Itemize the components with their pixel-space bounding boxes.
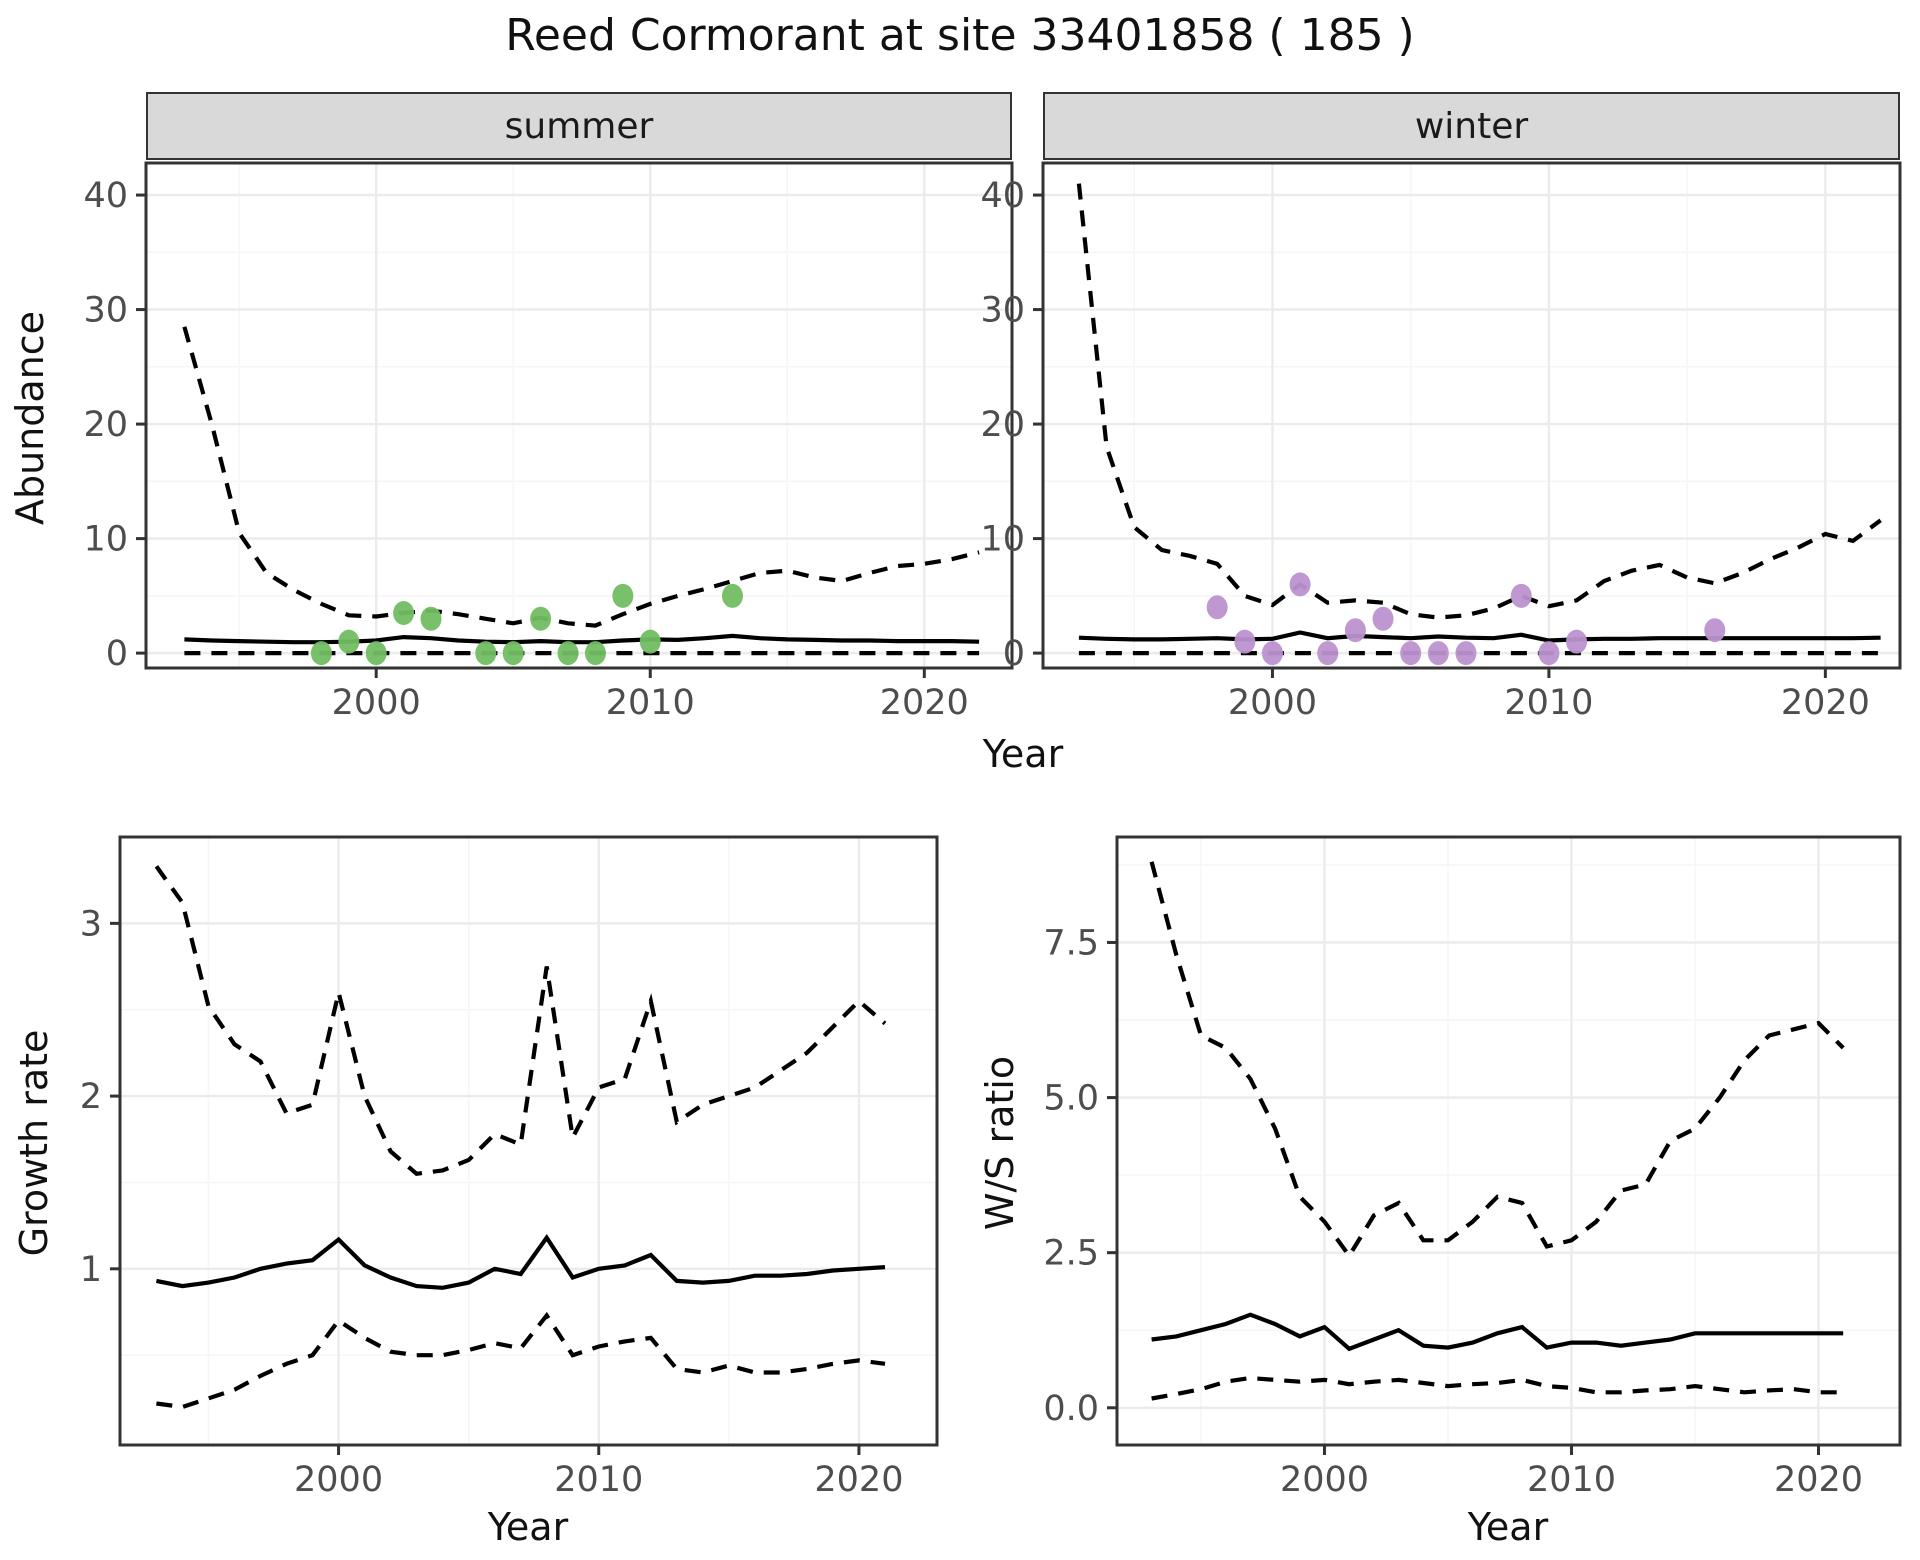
ws-ratio-axis-title: W/S ratio [978, 1055, 1022, 1231]
year-axis-title-bottom-left: Year [487, 1505, 569, 1549]
facet-strip-winter-label: winter [1414, 105, 1529, 147]
year-axis-title-top: Year [982, 732, 1064, 776]
svg-text:1: 1 [80, 1250, 102, 1290]
svg-text:10: 10 [83, 520, 128, 560]
svg-text:40: 40 [83, 176, 128, 216]
svg-text:7.5: 7.5 [1043, 923, 1099, 963]
abundance-winter-panel: 2000 2010 2020 0 10 20 30 40 [980, 161, 1902, 723]
svg-text:2000: 2000 [294, 1460, 383, 1500]
svg-text:0: 0 [106, 634, 128, 674]
svg-text:2010: 2010 [1504, 683, 1593, 723]
svg-text:2020: 2020 [1774, 1460, 1863, 1500]
facet-strip-summer: summer [146, 92, 1012, 160]
svg-text:40: 40 [980, 176, 1025, 216]
svg-text:2000: 2000 [1228, 683, 1317, 723]
svg-text:3: 3 [80, 904, 102, 944]
svg-text:2.5: 2.5 [1043, 1234, 1099, 1274]
svg-text:0.0: 0.0 [1043, 1389, 1099, 1429]
svg-text:2020: 2020 [1781, 683, 1870, 723]
growth-rate-axis-title: Growth rate [12, 1029, 56, 1257]
svg-text:0: 0 [1003, 634, 1025, 674]
page-title: Reed Cormorant at site 33401858 ( 185 ) [505, 10, 1415, 61]
svg-text:2000: 2000 [1280, 1460, 1369, 1500]
year-axis-title-bottom-right: Year [1467, 1505, 1549, 1549]
abundance-summer-panel: 2000 2010 2020 0 10 20 30 40 [83, 161, 1014, 723]
svg-text:2020: 2020 [880, 683, 969, 723]
ws-ratio-panel: 2000 2010 2020 0.0 2.5 5.0 7.5 [1043, 835, 1902, 1500]
svg-text:2010: 2010 [1527, 1460, 1616, 1500]
svg-text:5.0: 5.0 [1043, 1079, 1099, 1119]
growth-rate-panel: 2000 2010 2020 1 2 3 [80, 835, 939, 1500]
svg-text:30: 30 [980, 291, 1025, 331]
svg-text:20: 20 [980, 405, 1025, 445]
svg-text:20: 20 [83, 405, 128, 445]
svg-text:2: 2 [80, 1077, 102, 1117]
svg-text:2010: 2010 [606, 683, 695, 723]
abundance-axis-title: Abundance [8, 310, 52, 526]
svg-text:2010: 2010 [554, 1460, 643, 1500]
facet-strip-summer-label: summer [504, 105, 654, 147]
svg-text:10: 10 [980, 520, 1025, 560]
facet-strip-winter: winter [1043, 92, 1900, 160]
svg-text:2020: 2020 [814, 1460, 903, 1500]
svg-text:30: 30 [83, 291, 128, 331]
svg-text:2000: 2000 [332, 683, 421, 723]
